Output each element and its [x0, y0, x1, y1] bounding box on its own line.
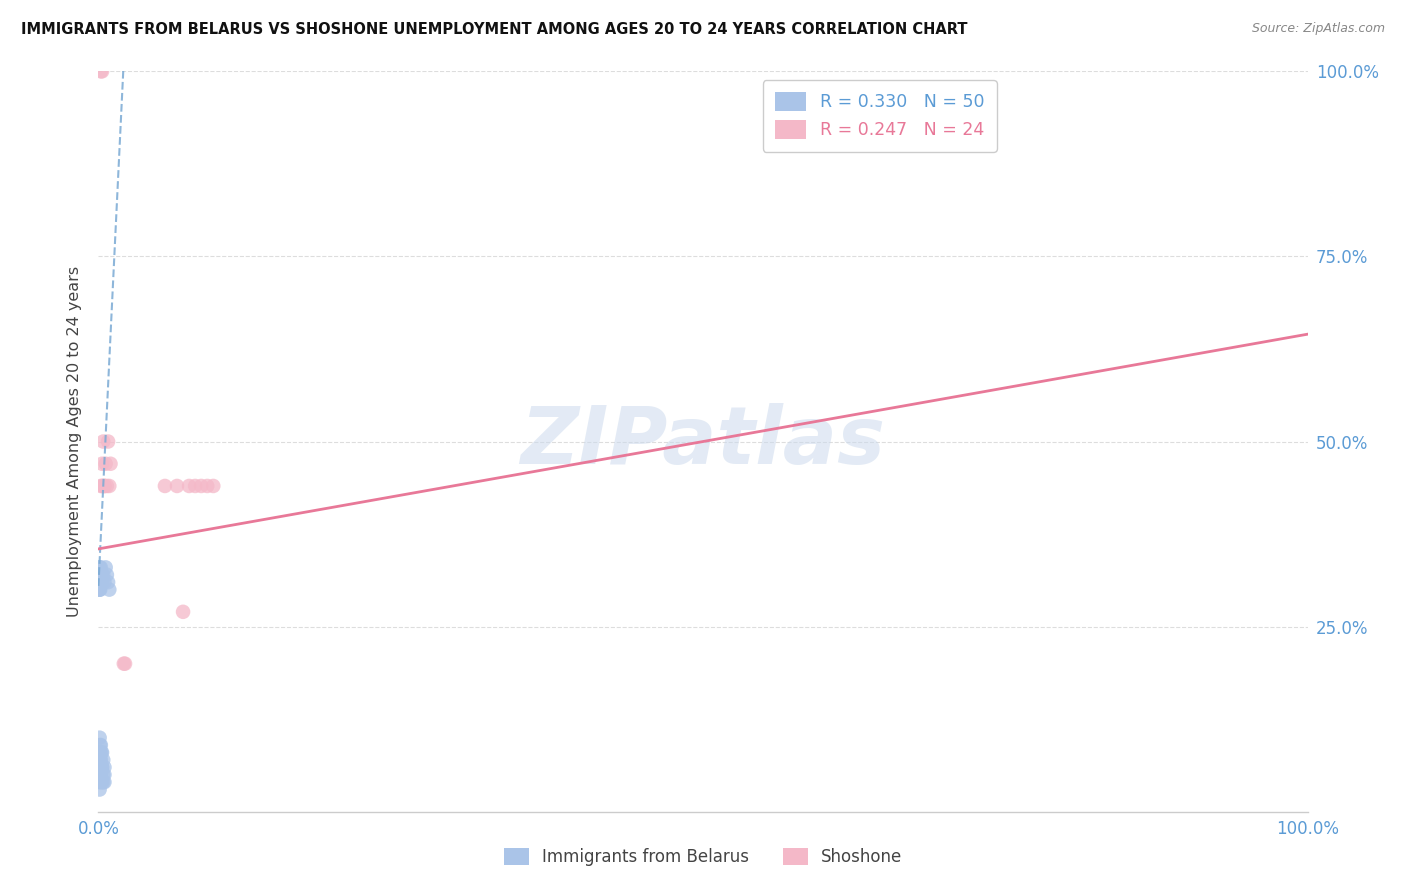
Text: ZIPatlas: ZIPatlas — [520, 402, 886, 481]
Point — [91, 760, 114, 774]
Point — [91, 575, 114, 590]
Point — [89, 760, 111, 774]
Point — [93, 479, 115, 493]
Point — [87, 753, 110, 767]
Point — [91, 457, 114, 471]
Text: Source: ZipAtlas.com: Source: ZipAtlas.com — [1251, 22, 1385, 36]
Point — [93, 767, 115, 781]
Point — [89, 575, 111, 590]
Point — [90, 760, 112, 774]
Point — [91, 760, 114, 774]
Point — [96, 479, 118, 493]
Point — [89, 567, 111, 582]
Point — [98, 582, 121, 597]
Text: IMMIGRANTS FROM BELARUS VS SHOSHONE UNEMPLOYMENT AMONG AGES 20 TO 24 YEARS CORRE: IMMIGRANTS FROM BELARUS VS SHOSHONE UNEM… — [21, 22, 967, 37]
Point — [90, 775, 112, 789]
Point — [97, 434, 120, 449]
Point — [93, 575, 115, 590]
Point — [93, 760, 115, 774]
Point — [90, 575, 112, 590]
Point — [89, 560, 111, 574]
Point — [91, 753, 114, 767]
Point — [94, 560, 117, 574]
Legend: R = 0.330   N = 50, R = 0.247   N = 24: R = 0.330 N = 50, R = 0.247 N = 24 — [762, 80, 997, 152]
Point — [90, 738, 112, 752]
Point — [89, 746, 111, 760]
Point — [89, 746, 111, 760]
Point — [90, 479, 112, 493]
Point — [91, 434, 114, 449]
Point — [89, 582, 111, 597]
Point — [195, 479, 218, 493]
Point — [91, 567, 114, 582]
Point — [90, 560, 112, 574]
Point — [89, 738, 111, 752]
Point — [166, 479, 188, 493]
Point — [90, 746, 112, 760]
Point — [91, 479, 114, 493]
Point — [93, 479, 115, 493]
Point — [89, 582, 111, 597]
Point — [112, 657, 135, 671]
Point — [190, 479, 212, 493]
Point — [89, 753, 111, 767]
Point — [153, 479, 176, 493]
Point — [87, 582, 110, 597]
Point — [91, 479, 114, 493]
Point — [172, 605, 194, 619]
Point — [91, 64, 114, 78]
Legend: Immigrants from Belarus, Shoshone: Immigrants from Belarus, Shoshone — [495, 840, 911, 875]
Point — [89, 731, 111, 745]
Point — [90, 753, 112, 767]
Point — [89, 782, 111, 797]
Point — [96, 567, 118, 582]
Point — [100, 457, 122, 471]
Point — [202, 479, 225, 493]
Point — [91, 746, 114, 760]
Point — [89, 767, 111, 781]
Point — [89, 767, 111, 781]
Point — [91, 767, 114, 781]
Point — [89, 775, 111, 789]
Point — [89, 746, 111, 760]
Point — [89, 567, 111, 582]
Point — [93, 775, 115, 789]
Point — [91, 775, 114, 789]
Point — [89, 753, 111, 767]
Point — [89, 560, 111, 574]
Point — [98, 479, 121, 493]
Point — [91, 567, 114, 582]
Point — [89, 567, 111, 582]
Y-axis label: Unemployment Among Ages 20 to 24 years: Unemployment Among Ages 20 to 24 years — [67, 266, 83, 617]
Point — [114, 657, 136, 671]
Point — [90, 64, 112, 78]
Point — [87, 575, 110, 590]
Point — [97, 575, 120, 590]
Point — [184, 479, 207, 493]
Point — [94, 457, 117, 471]
Point — [91, 775, 114, 789]
Point — [179, 479, 201, 493]
Point — [90, 767, 112, 781]
Point — [87, 760, 110, 774]
